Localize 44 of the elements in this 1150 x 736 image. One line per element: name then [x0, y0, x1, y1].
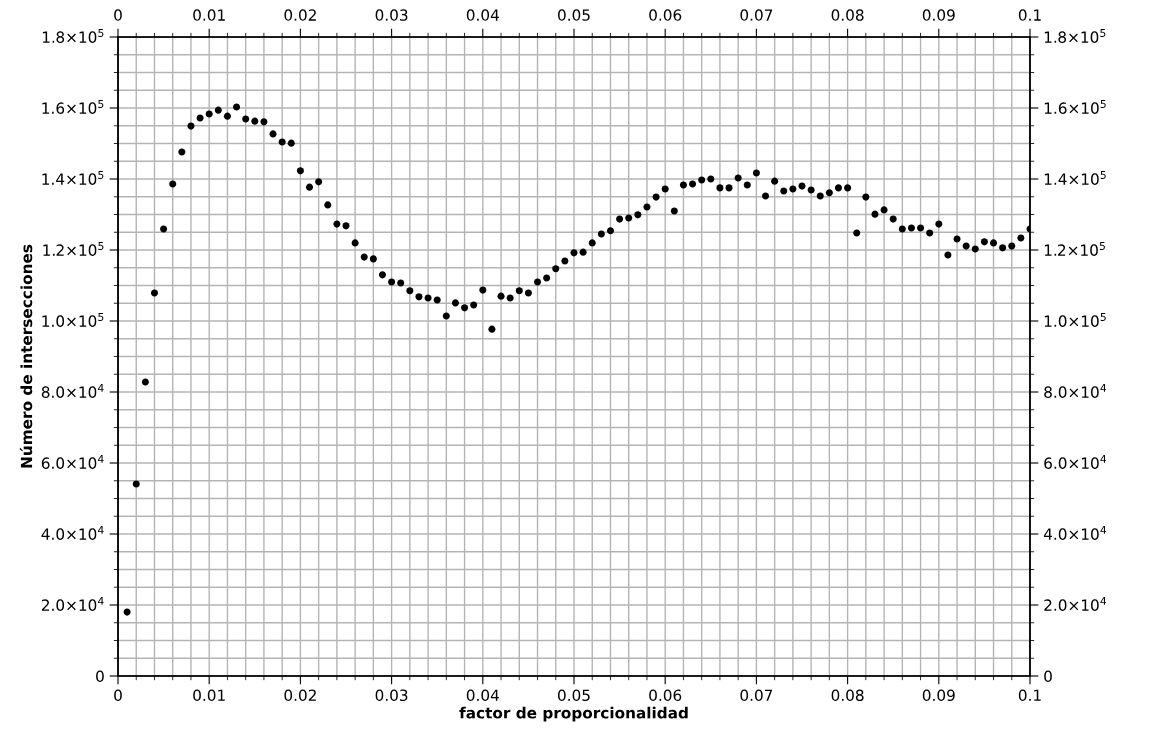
y-tick-label: 6.0×10$^{4}$	[41, 455, 104, 469]
y2-tick-label: 4.0×10$^{4}$	[1043, 526, 1107, 540]
x-tick-label: 0.09	[922, 689, 955, 702]
y-tick-label: 1.6×10$^{5}$	[42, 100, 104, 114]
x2-tick-label: 0.03	[375, 9, 408, 21]
x2-tick-label: 0.06	[649, 9, 682, 21]
y2-tick-label: 1.0×10$^{5}$	[1044, 313, 1106, 327]
x2-tick-label: 0.01	[193, 9, 225, 21]
x-tick-label: 0.03	[375, 689, 408, 702]
x-tick-label: 0.04	[466, 689, 499, 702]
y-tick-label: 0	[96, 670, 104, 683]
y-tick-label: 8.0×10$^{4}$	[41, 384, 104, 398]
y2-tick-label: 0	[1044, 670, 1052, 683]
y2-tick-label: 6.0×10$^{4}$	[1044, 455, 1107, 469]
y-axis-title: Número de intersecciones	[19, 244, 33, 468]
y2-tick-label: 1.6×10$^{5}$	[1044, 100, 1106, 114]
x2-tick-label: 0.1	[1018, 9, 1041, 21]
x2-tick-label: 0	[114, 9, 122, 21]
y2-tick-label: 8.0×10$^{4}$	[1044, 384, 1107, 398]
y2-tick-label: 2.0×10$^{4}$	[1044, 597, 1107, 611]
y2-tick-label: 1.8×10$^{5}$	[1044, 29, 1106, 43]
x-tick-label: 0.06	[649, 689, 682, 702]
x2-tick-label: 0.04	[466, 9, 499, 21]
y-tick-label: 1.0×10$^{5}$	[42, 313, 104, 327]
y-tick-label: 1.4×10$^{5}$	[42, 171, 104, 185]
x2-tick-label: 0.05	[558, 9, 590, 21]
x2-tick-label: 0.07	[740, 9, 773, 21]
y2-tick-label: 1.2×10$^{5}$	[1044, 242, 1105, 256]
x-tick-label: 0.02	[284, 689, 316, 702]
x-tick-label: 0.08	[831, 689, 864, 702]
x2-tick-label: 0.02	[284, 9, 316, 21]
y-tick-label: 1.8×10$^{5}$	[42, 29, 104, 43]
y-tick-label: 1.2×10$^{5}$	[43, 242, 104, 256]
x-tick-label: 0.01	[193, 689, 225, 702]
x-tick-label: 0	[114, 689, 122, 702]
x-tick-label: 0.1	[1018, 689, 1041, 702]
x-tick-label: 0.07	[740, 689, 773, 702]
x2-tick-label: 0.08	[831, 9, 864, 21]
y2-tick-label: 1.4×10$^{5}$	[1044, 171, 1106, 185]
x-axis-title: factor de proporcionalidad	[459, 706, 688, 722]
y-tick-label: 4.0×10$^{4}$	[41, 526, 104, 540]
x-tick-label: 0.05	[558, 689, 590, 702]
y-tick-label: 2.0×10$^{4}$	[41, 597, 104, 611]
x2-tick-label: 0.09	[922, 9, 955, 21]
